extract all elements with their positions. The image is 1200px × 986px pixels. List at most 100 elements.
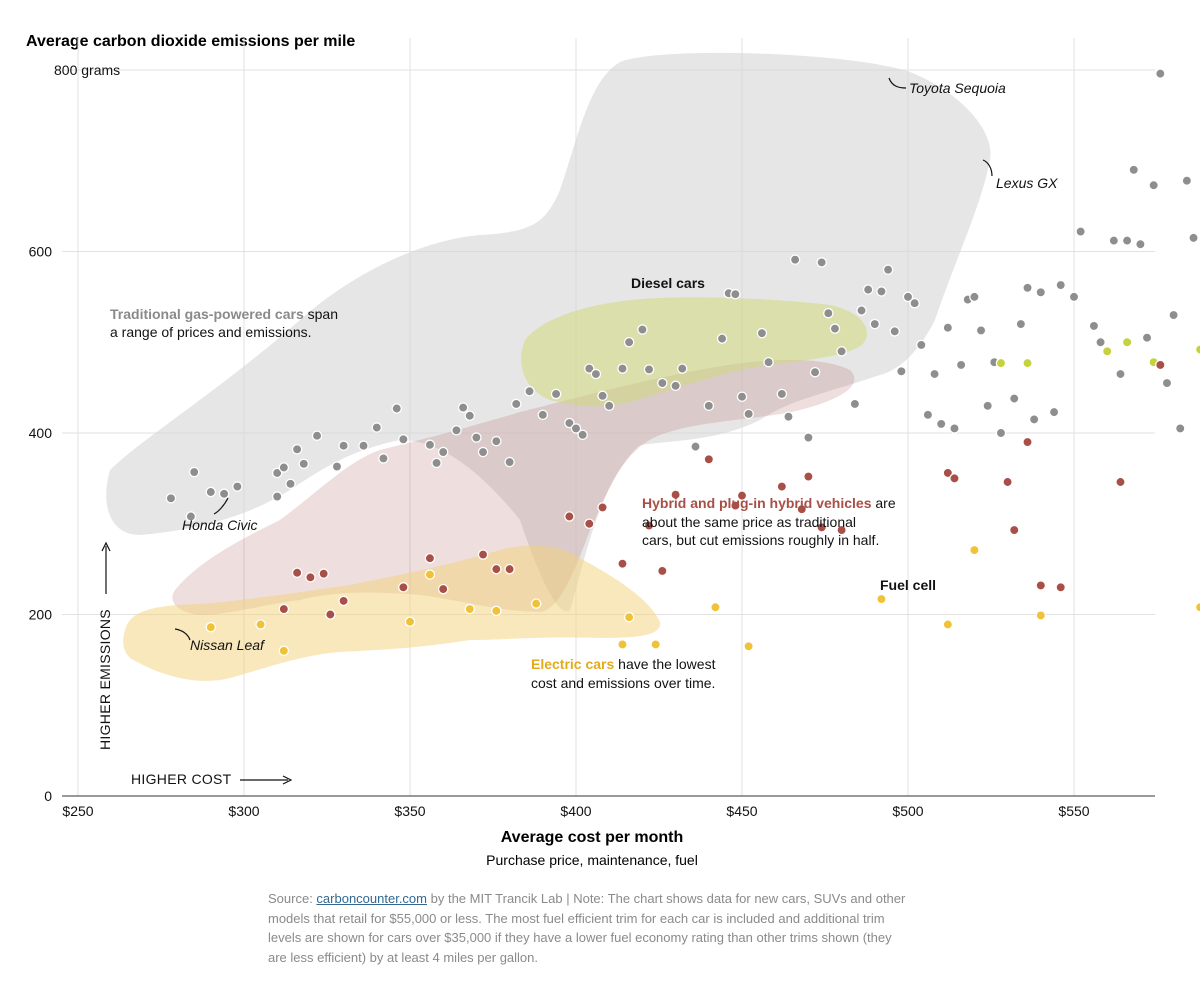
- y-tick-label: 600: [29, 244, 53, 260]
- electric-point: [617, 639, 628, 650]
- electric-region: [123, 545, 661, 681]
- electric-point: [969, 544, 980, 556]
- hybrid-point: [437, 583, 449, 595]
- gas-point: [165, 493, 177, 504]
- gas-point: [889, 326, 900, 337]
- x-tick-label: $300: [228, 803, 259, 819]
- gas-point: [510, 398, 522, 410]
- electric-point: [650, 639, 661, 650]
- annotation-leader-toyota-sequoia: [888, 77, 907, 89]
- gas-point: [955, 359, 967, 371]
- hybrid-point: [1022, 436, 1033, 448]
- gas-point: [451, 425, 462, 436]
- hybrid-point: [305, 572, 316, 583]
- gas-point: [338, 440, 349, 451]
- gas-point: [271, 491, 283, 502]
- gas-point: [1008, 393, 1020, 404]
- gas-point: [185, 511, 197, 522]
- gas-point: [896, 366, 907, 377]
- electric-point: [743, 641, 754, 652]
- hint-x-arrow-head: [282, 775, 293, 785]
- gas-point: [975, 325, 987, 336]
- electric-point: [278, 645, 290, 657]
- hybrid-label-bold: Hybrid and plug-in hybrid vehicles: [642, 495, 872, 511]
- fuel-cell-label: Fuel cell: [880, 577, 936, 593]
- hybrid-point: [617, 558, 628, 569]
- annotation-leader-honda-civic: [213, 497, 229, 515]
- gas-point: [1135, 238, 1146, 250]
- gas-point: [1148, 180, 1159, 191]
- annotation-honda-civic: Honda Civic: [182, 517, 257, 533]
- hybrid-point: [942, 467, 954, 479]
- annotation-leader-nissan-leaf: [174, 628, 191, 641]
- x-tick-label: $550: [1058, 803, 1089, 819]
- hybrid-point: [491, 563, 502, 575]
- gas-point: [457, 402, 469, 413]
- gas-point: [995, 427, 1007, 439]
- annotation-leader-lexus-gx: [982, 159, 993, 177]
- hybrid-point: [803, 471, 814, 482]
- gas-point: [371, 422, 383, 433]
- y-tick-label: 400: [29, 425, 53, 441]
- x-tick-label: $400: [560, 803, 591, 819]
- gas-point: [783, 411, 794, 422]
- gas-point: [311, 430, 323, 441]
- gas-point: [730, 288, 741, 300]
- electric-point: [710, 601, 721, 613]
- hybrid-point: [278, 603, 290, 615]
- annotation-lexus-gx: Lexus GX: [996, 175, 1058, 191]
- gas-point: [1068, 291, 1080, 303]
- gas-point: [491, 435, 502, 447]
- gas-point: [577, 429, 588, 441]
- gas-point: [1035, 287, 1047, 298]
- gas-point: [291, 444, 303, 455]
- gas-point: [670, 380, 681, 392]
- gas-point: [331, 461, 343, 472]
- gas-point: [537, 409, 549, 421]
- source-prefix: Source:: [268, 891, 317, 906]
- gas-point: [935, 418, 947, 430]
- gas-point: [1181, 175, 1193, 186]
- gas-point: [570, 423, 582, 434]
- electric-label-line2: cost and emissions over time.: [531, 675, 715, 691]
- x-tick-label: $500: [892, 803, 923, 819]
- gas-point: [676, 363, 688, 374]
- annotation-nissan-leaf: Nissan Leaf: [190, 637, 266, 653]
- electric-point: [942, 619, 954, 630]
- electric-label-rest: have the lowest: [614, 656, 715, 672]
- gas-point: [876, 286, 887, 297]
- gas-point: [776, 388, 788, 400]
- gas-point: [716, 333, 728, 344]
- gas-point: [929, 368, 940, 380]
- gas-point: [464, 410, 476, 422]
- gas-point: [584, 363, 595, 374]
- gas-point: [803, 432, 814, 443]
- gas-label-rest: span: [304, 306, 338, 322]
- x-axis-title: Average cost per month: [501, 829, 684, 846]
- gas-point: [736, 391, 748, 402]
- gas-point: [809, 366, 821, 378]
- hybrid-point: [564, 511, 575, 522]
- gas-point: [643, 364, 655, 375]
- gas-point: [431, 457, 442, 469]
- hybrid-point: [1002, 476, 1013, 488]
- gas-point: [869, 318, 881, 330]
- gas-point: [358, 440, 369, 451]
- gas-point: [1028, 414, 1040, 425]
- gas-point: [550, 388, 562, 400]
- gas-label-bold: Traditional gas-powered cars: [110, 306, 304, 322]
- annotations: Toyota Sequoia Lexus GX Honda Civic Niss…: [174, 77, 1058, 653]
- gas-point: [617, 363, 628, 374]
- gas-point: [298, 458, 310, 470]
- electric-point: [1194, 601, 1200, 613]
- source-link[interactable]: carboncounter.com: [316, 891, 427, 906]
- x-axis-subtitle: Purchase price, maintenance, fuel: [486, 852, 698, 868]
- hybrid-point: [949, 473, 960, 484]
- gas-point: [1115, 368, 1126, 380]
- gas-point: [623, 336, 635, 348]
- hybrid-point: [1035, 580, 1047, 591]
- y-tick-label: 0: [44, 788, 52, 804]
- gas-point: [378, 453, 389, 464]
- electric-point: [255, 619, 266, 630]
